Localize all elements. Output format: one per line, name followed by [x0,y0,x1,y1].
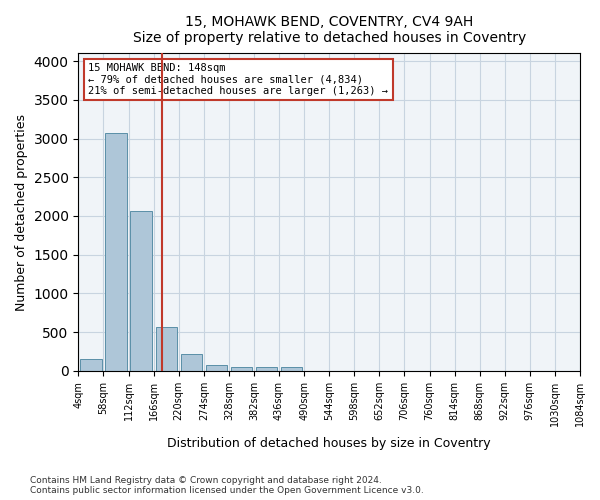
Bar [181,354,202,371]
Bar [256,367,277,371]
Bar [130,212,152,371]
Bar [281,367,302,371]
Bar [155,327,177,371]
Y-axis label: Number of detached properties: Number of detached properties [15,114,28,310]
Title: 15, MOHAWK BEND, COVENTRY, CV4 9AH
Size of property relative to detached houses : 15, MOHAWK BEND, COVENTRY, CV4 9AH Size … [133,15,526,45]
Bar [80,360,101,371]
Bar [231,367,252,371]
Text: 15 MOHAWK BEND: 148sqm
← 79% of detached houses are smaller (4,834)
21% of semi-: 15 MOHAWK BEND: 148sqm ← 79% of detached… [88,63,388,96]
X-axis label: Distribution of detached houses by size in Coventry: Distribution of detached houses by size … [167,437,491,450]
Bar [206,364,227,371]
Text: Contains HM Land Registry data © Crown copyright and database right 2024.
Contai: Contains HM Land Registry data © Crown c… [30,476,424,495]
Bar [106,133,127,371]
